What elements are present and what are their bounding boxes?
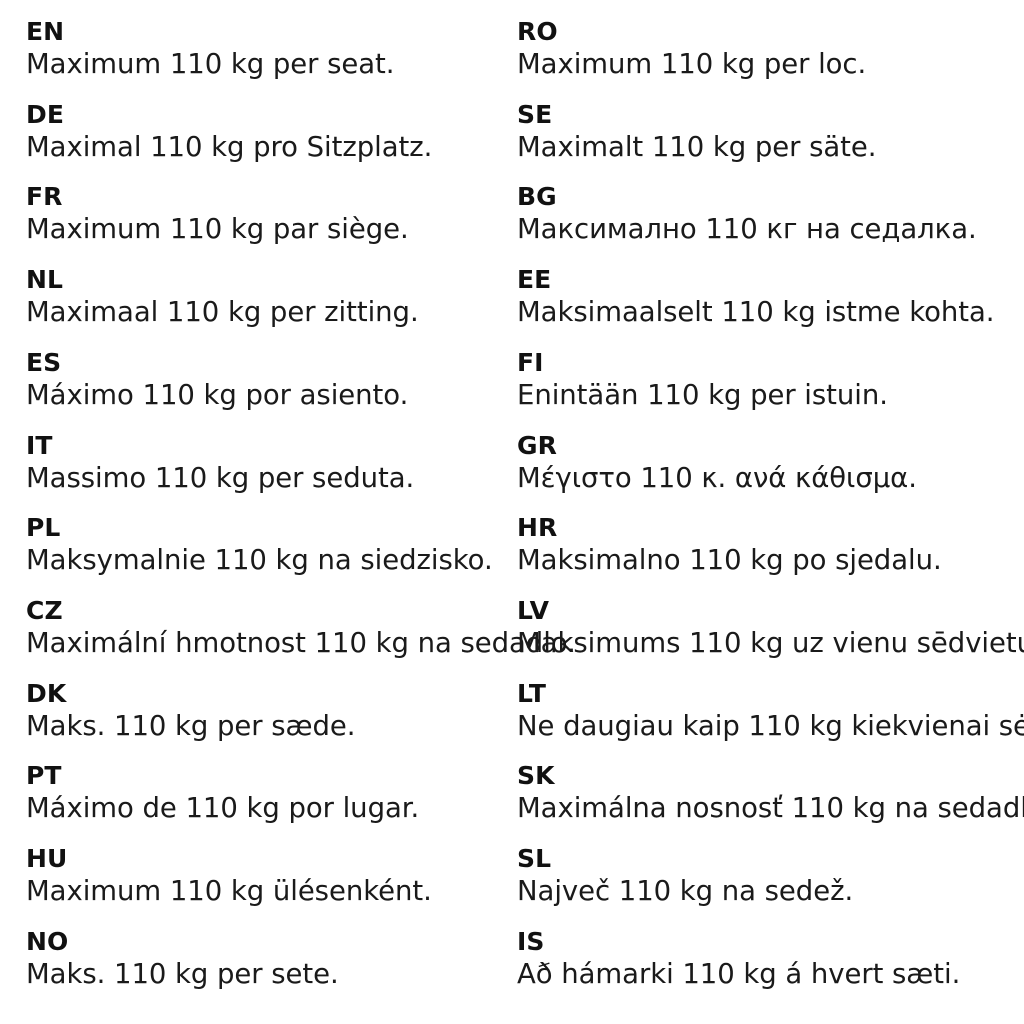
language-entry-nl: NL Maximaal 110 kg per zitting. <box>26 266 506 329</box>
weight-limit-text: Massimo 110 kg per seduta. <box>26 461 415 494</box>
language-entry-cz: CZ Maximální hmotnost 110 kg na sedadlo. <box>26 595 576 660</box>
language-entry-ee: EE Maksimaalselt 110 kg istme kohta. <box>517 266 1017 329</box>
weight-limit-text: Maximálna nosnosť 110 kg na sedadlo. <box>517 792 1024 825</box>
weight-limit-text: Maximální hmotnost 110 kg na sedadlo. <box>26 626 576 659</box>
weight-limit-text: Maximum 110 kg per loc. <box>517 48 867 80</box>
weight-limit-text: Maksymalnie 110 kg na siedzisko. <box>26 544 493 577</box>
language-entry-es: ES Máximo 110 kg por asiento. <box>26 347 506 412</box>
language-entry-pl: PL Maksymalnie 110 kg na siedzisko. <box>26 514 506 577</box>
language-entry-is: IS Að hámarki 110 kg á hvert sæti. <box>517 926 1017 991</box>
language-code-label: LT <box>517 678 547 708</box>
language-entry-no: NO Maks. 110 kg per sete. <box>26 926 506 991</box>
language-entry-fr: FR Maximum 110 kg par siège. <box>26 183 506 246</box>
language-entry-it: IT Massimo 110 kg per seduta. <box>26 430 506 495</box>
language-entry-de: DE Maximal 110 kg pro Sitzplatz. <box>26 99 506 164</box>
language-code-label: GR <box>517 430 557 460</box>
language-code-label: FI <box>517 347 544 377</box>
weight-limit-text: Máximo de 110 kg por lugar. <box>26 792 420 825</box>
language-entry-hr: HR Maksimalno 110 kg po sjedalu. <box>517 514 1017 577</box>
language-column-right: RO Maximum 110 kg per loc. SE Maximalt 110 … <box>517 0 1024 1024</box>
language-code-label: DE <box>26 99 65 129</box>
language-code-label: HR <box>517 513 558 543</box>
language-code-label: PL <box>26 513 61 543</box>
language-code-label: DK <box>26 678 67 708</box>
language-code-label: EE <box>517 265 552 295</box>
weight-limit-text: Največ 110 kg na sedež. <box>517 875 854 907</box>
weight-limit-text: Maximum 110 kg ülésenként. <box>26 875 432 907</box>
language-column-left: EN Maximum 110 kg per seat. DE Maximal 110 … <box>26 0 576 1024</box>
weight-limit-text: Maximum 110 kg per seat. <box>26 48 395 80</box>
weight-limit-text: Maksimalno 110 kg po sjedalu. <box>517 544 942 577</box>
language-code-label: LV <box>517 595 550 625</box>
language-code-label: SE <box>517 99 553 129</box>
language-code-label: SK <box>517 761 555 791</box>
language-entry-dk: DK Maks. 110 kg per sæde. <box>26 678 506 743</box>
language-code-label: NO <box>26 926 69 956</box>
language-entry-pt: PT Máximo de 110 kg por lugar. <box>26 762 506 825</box>
language-entry-bg: BG Максимално 110 кг на седалка. <box>517 183 1017 246</box>
language-entry-sk: SK Maximálna nosnosť 110 kg na sedadlo. <box>517 761 1024 825</box>
weight-limit-text: Maximalt 110 kg per säte. <box>517 130 877 163</box>
weight-limit-text: Maks. 110 kg per sete. <box>26 957 339 990</box>
weight-limit-text: Maximal 110 kg pro Sitzplatz. <box>26 130 433 163</box>
language-code-label: BG <box>517 182 557 212</box>
language-code-label: FR <box>26 182 63 212</box>
language-entry-lv: LV Maksimums 110 kg uz vienu sēdvietu. <box>517 595 1024 660</box>
language-code-label: EN <box>26 17 65 46</box>
weight-limit-text: Maximaal 110 kg per zitting. <box>26 296 419 329</box>
language-code-label: HU <box>26 844 68 873</box>
weight-limit-text: Ne daugiau kaip 110 kg kiekvienai sėdyne… <box>517 709 1024 742</box>
weight-limit-text: Maximum 110 kg par siège. <box>26 213 409 246</box>
language-code-label: IS <box>517 926 545 956</box>
language-code-label: NL <box>26 265 64 295</box>
language-code-label: SL <box>517 844 552 873</box>
language-entry-hu: HU Maximum 110 kg ülésenként. <box>26 845 506 908</box>
weight-limit-text: Μέγιστο 110 κ. ανά κάθισμα. <box>517 461 917 494</box>
weight-limit-text: Að hámarki 110 kg á hvert sæti. <box>517 957 961 990</box>
language-code-label: PT <box>26 761 62 791</box>
language-code-label: RO <box>517 17 558 46</box>
weight-limit-text: Máximo 110 kg por asiento. <box>26 378 409 411</box>
language-code-label: CZ <box>26 595 63 625</box>
weight-limit-text: Максимално 110 кг на седалка. <box>517 213 977 246</box>
weight-limit-text: Maks. 110 kg per sæde. <box>26 709 356 742</box>
weight-limit-text: Enintään 110 kg per istuin. <box>517 378 888 411</box>
language-entry-gr: GR Μέγιστο 110 κ. ανά κάθισμα. <box>517 430 1017 495</box>
language-entry-en: EN Maximum 110 kg per seat. <box>26 18 506 81</box>
language-code-label: IT <box>26 430 53 460</box>
weight-limit-text: Maksimums 110 kg uz vienu sēdvietu. <box>517 626 1024 659</box>
language-entry-se: SE Maximalt 110 kg per säte. <box>517 99 1017 164</box>
weight-limit-text: Maksimaalselt 110 kg istme kohta. <box>517 296 995 329</box>
language-entry-ro: RO Maximum 110 kg per loc. <box>517 18 1017 81</box>
language-entry-fi: FI Enintään 110 kg per istuin. <box>517 347 1017 412</box>
language-code-label: ES <box>26 347 62 377</box>
language-entry-sl: SL Največ 110 kg na sedež. <box>517 845 1017 908</box>
